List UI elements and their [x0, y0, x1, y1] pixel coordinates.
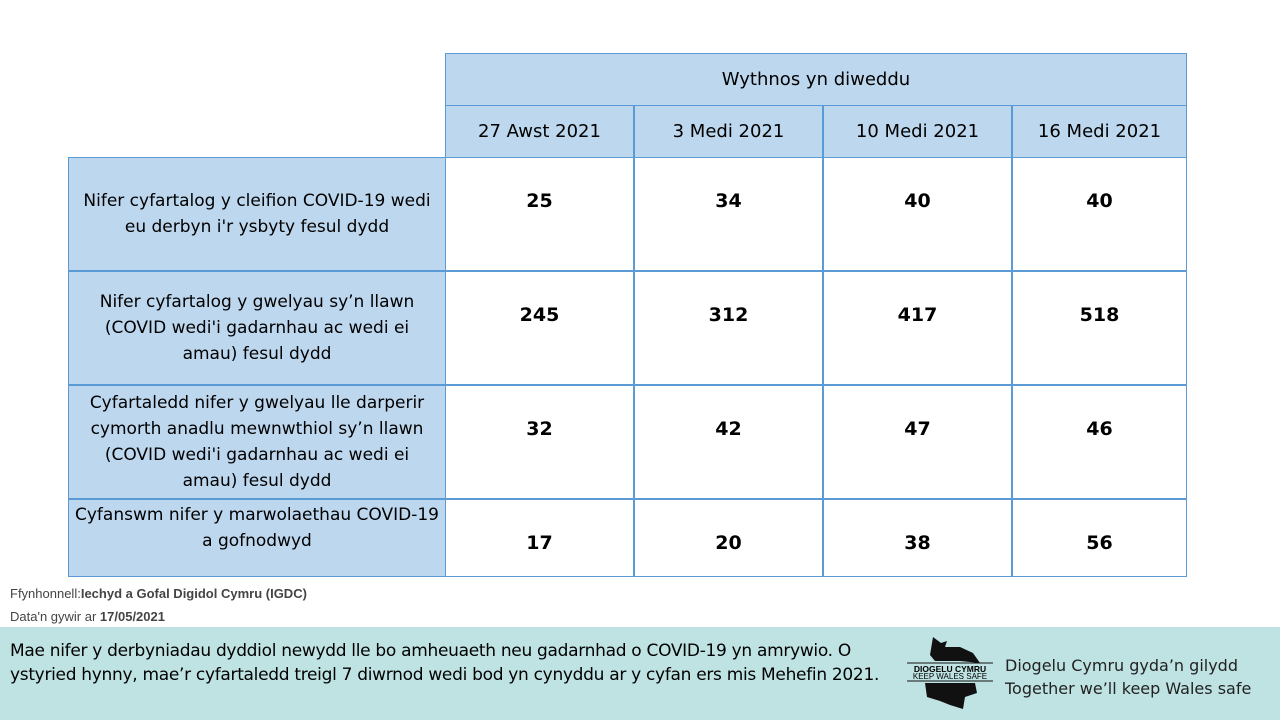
row-label: Cyfanswm nifer y marwolaethau COVID-19 a…: [68, 499, 446, 577]
table-cell: 312: [634, 271, 823, 385]
source-prefix: Ffynhonnell:: [10, 586, 81, 601]
group-header-text: Wythnos yn diweddu: [721, 69, 911, 90]
table-cell: 17: [445, 499, 634, 577]
table-cell: 25: [445, 157, 634, 271]
column-header: 3 Medi 2021: [634, 105, 823, 158]
logo-line1: DIOGELU CYMRU: [913, 664, 987, 674]
wales-map-icon: [907, 637, 993, 709]
row-label: Cyfartaledd nifer y gwelyau lle darperir…: [68, 385, 446, 499]
source-name: Iechyd a Gofal Digidol Cymru (IGDC): [80, 586, 307, 601]
tagline-welsh: Diogelu Cymru gyda’n gilydd: [1005, 656, 1238, 675]
keep-wales-safe-logo: DIOGELU CYMRU KEEP WALES SAFE: [905, 635, 995, 710]
row-label: Nifer cyfartalog y gwelyau sy’n llawn (C…: [68, 271, 446, 385]
table-cell: 47: [823, 385, 1012, 499]
table-cell: 40: [823, 157, 1012, 271]
row-label: Nifer cyfartalog y cleifion COVID-19 wed…: [68, 157, 446, 271]
table-cell: 32: [445, 385, 634, 499]
footer-note: Mae nifer y derbyniadau dyddiol newydd l…: [10, 641, 880, 685]
table-cell: 20: [634, 499, 823, 577]
column-header: 10 Medi 2021: [823, 105, 1012, 158]
table-cell: 518: [1012, 271, 1187, 385]
table-cell: 40: [1012, 157, 1187, 271]
date-prefix: Data'n gywir ar: [10, 609, 100, 624]
table-cell: 34: [634, 157, 823, 271]
table-cell: 46: [1012, 385, 1187, 499]
table-cell: 56: [1012, 499, 1187, 577]
footer-band: [0, 627, 1280, 720]
column-header: 16 Medi 2021: [1012, 105, 1187, 158]
logo-line2: KEEP WALES SAFE: [912, 672, 988, 681]
tagline: Diogelu Cymru gyda’n gilydd Together we’…: [1005, 654, 1251, 700]
table-cell: 42: [634, 385, 823, 499]
date-line: Data'n gywir ar 17/05/2021: [10, 609, 165, 624]
column-header: 27 Awst 2021: [445, 105, 634, 158]
source-line: Ffynhonnell:Iechyd a Gofal Digidol Cymru…: [10, 586, 307, 601]
data-date: 17/05/2021: [99, 609, 165, 624]
table-cell: 417: [823, 271, 1012, 385]
group-header: Wythnos yn diweddu: [445, 53, 1187, 106]
tagline-english: Together we’ll keep Wales safe: [1005, 679, 1252, 698]
table-cell: 38: [823, 499, 1012, 577]
table-cell: 245: [445, 271, 634, 385]
